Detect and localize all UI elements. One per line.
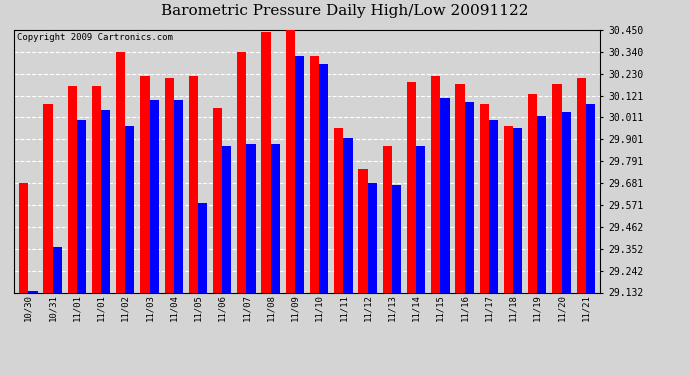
Bar [480, 104, 489, 292]
Bar [246, 144, 256, 292]
Bar [164, 78, 174, 292]
Bar [310, 56, 319, 292]
Bar [368, 183, 377, 292]
Bar [513, 128, 522, 292]
Bar [150, 100, 159, 292]
Bar [28, 291, 37, 292]
Bar [392, 185, 401, 292]
Bar [504, 126, 513, 292]
Bar [222, 146, 231, 292]
Bar [334, 128, 344, 292]
Bar [101, 110, 110, 292]
Text: Barometric Pressure Daily High/Low 20091122: Barometric Pressure Daily High/Low 20091… [161, 4, 529, 18]
Bar [237, 52, 246, 292]
Bar [358, 170, 368, 292]
Bar [552, 84, 562, 292]
Bar [286, 30, 295, 292]
Bar [213, 108, 222, 292]
Bar [19, 183, 28, 292]
Bar [140, 76, 150, 292]
Bar [344, 138, 353, 292]
Bar [295, 56, 304, 292]
Bar [464, 102, 474, 292]
Bar [586, 104, 595, 292]
Bar [407, 82, 416, 292]
Bar [455, 84, 464, 292]
Bar [489, 120, 498, 292]
Bar [431, 76, 440, 292]
Bar [92, 86, 101, 292]
Bar [538, 116, 546, 292]
Bar [270, 144, 280, 292]
Bar [52, 247, 62, 292]
Bar [43, 104, 52, 292]
Bar [198, 203, 207, 292]
Bar [68, 86, 77, 292]
Bar [189, 76, 198, 292]
Bar [562, 112, 571, 292]
Bar [77, 120, 86, 292]
Bar [319, 64, 328, 292]
Bar [174, 100, 183, 292]
Bar [440, 98, 450, 292]
Bar [416, 146, 425, 292]
Bar [126, 126, 135, 292]
Text: Copyright 2009 Cartronics.com: Copyright 2009 Cartronics.com [17, 33, 172, 42]
Bar [577, 78, 586, 292]
Bar [528, 94, 538, 292]
Bar [116, 52, 126, 292]
Bar [262, 32, 270, 292]
Bar [383, 146, 392, 292]
